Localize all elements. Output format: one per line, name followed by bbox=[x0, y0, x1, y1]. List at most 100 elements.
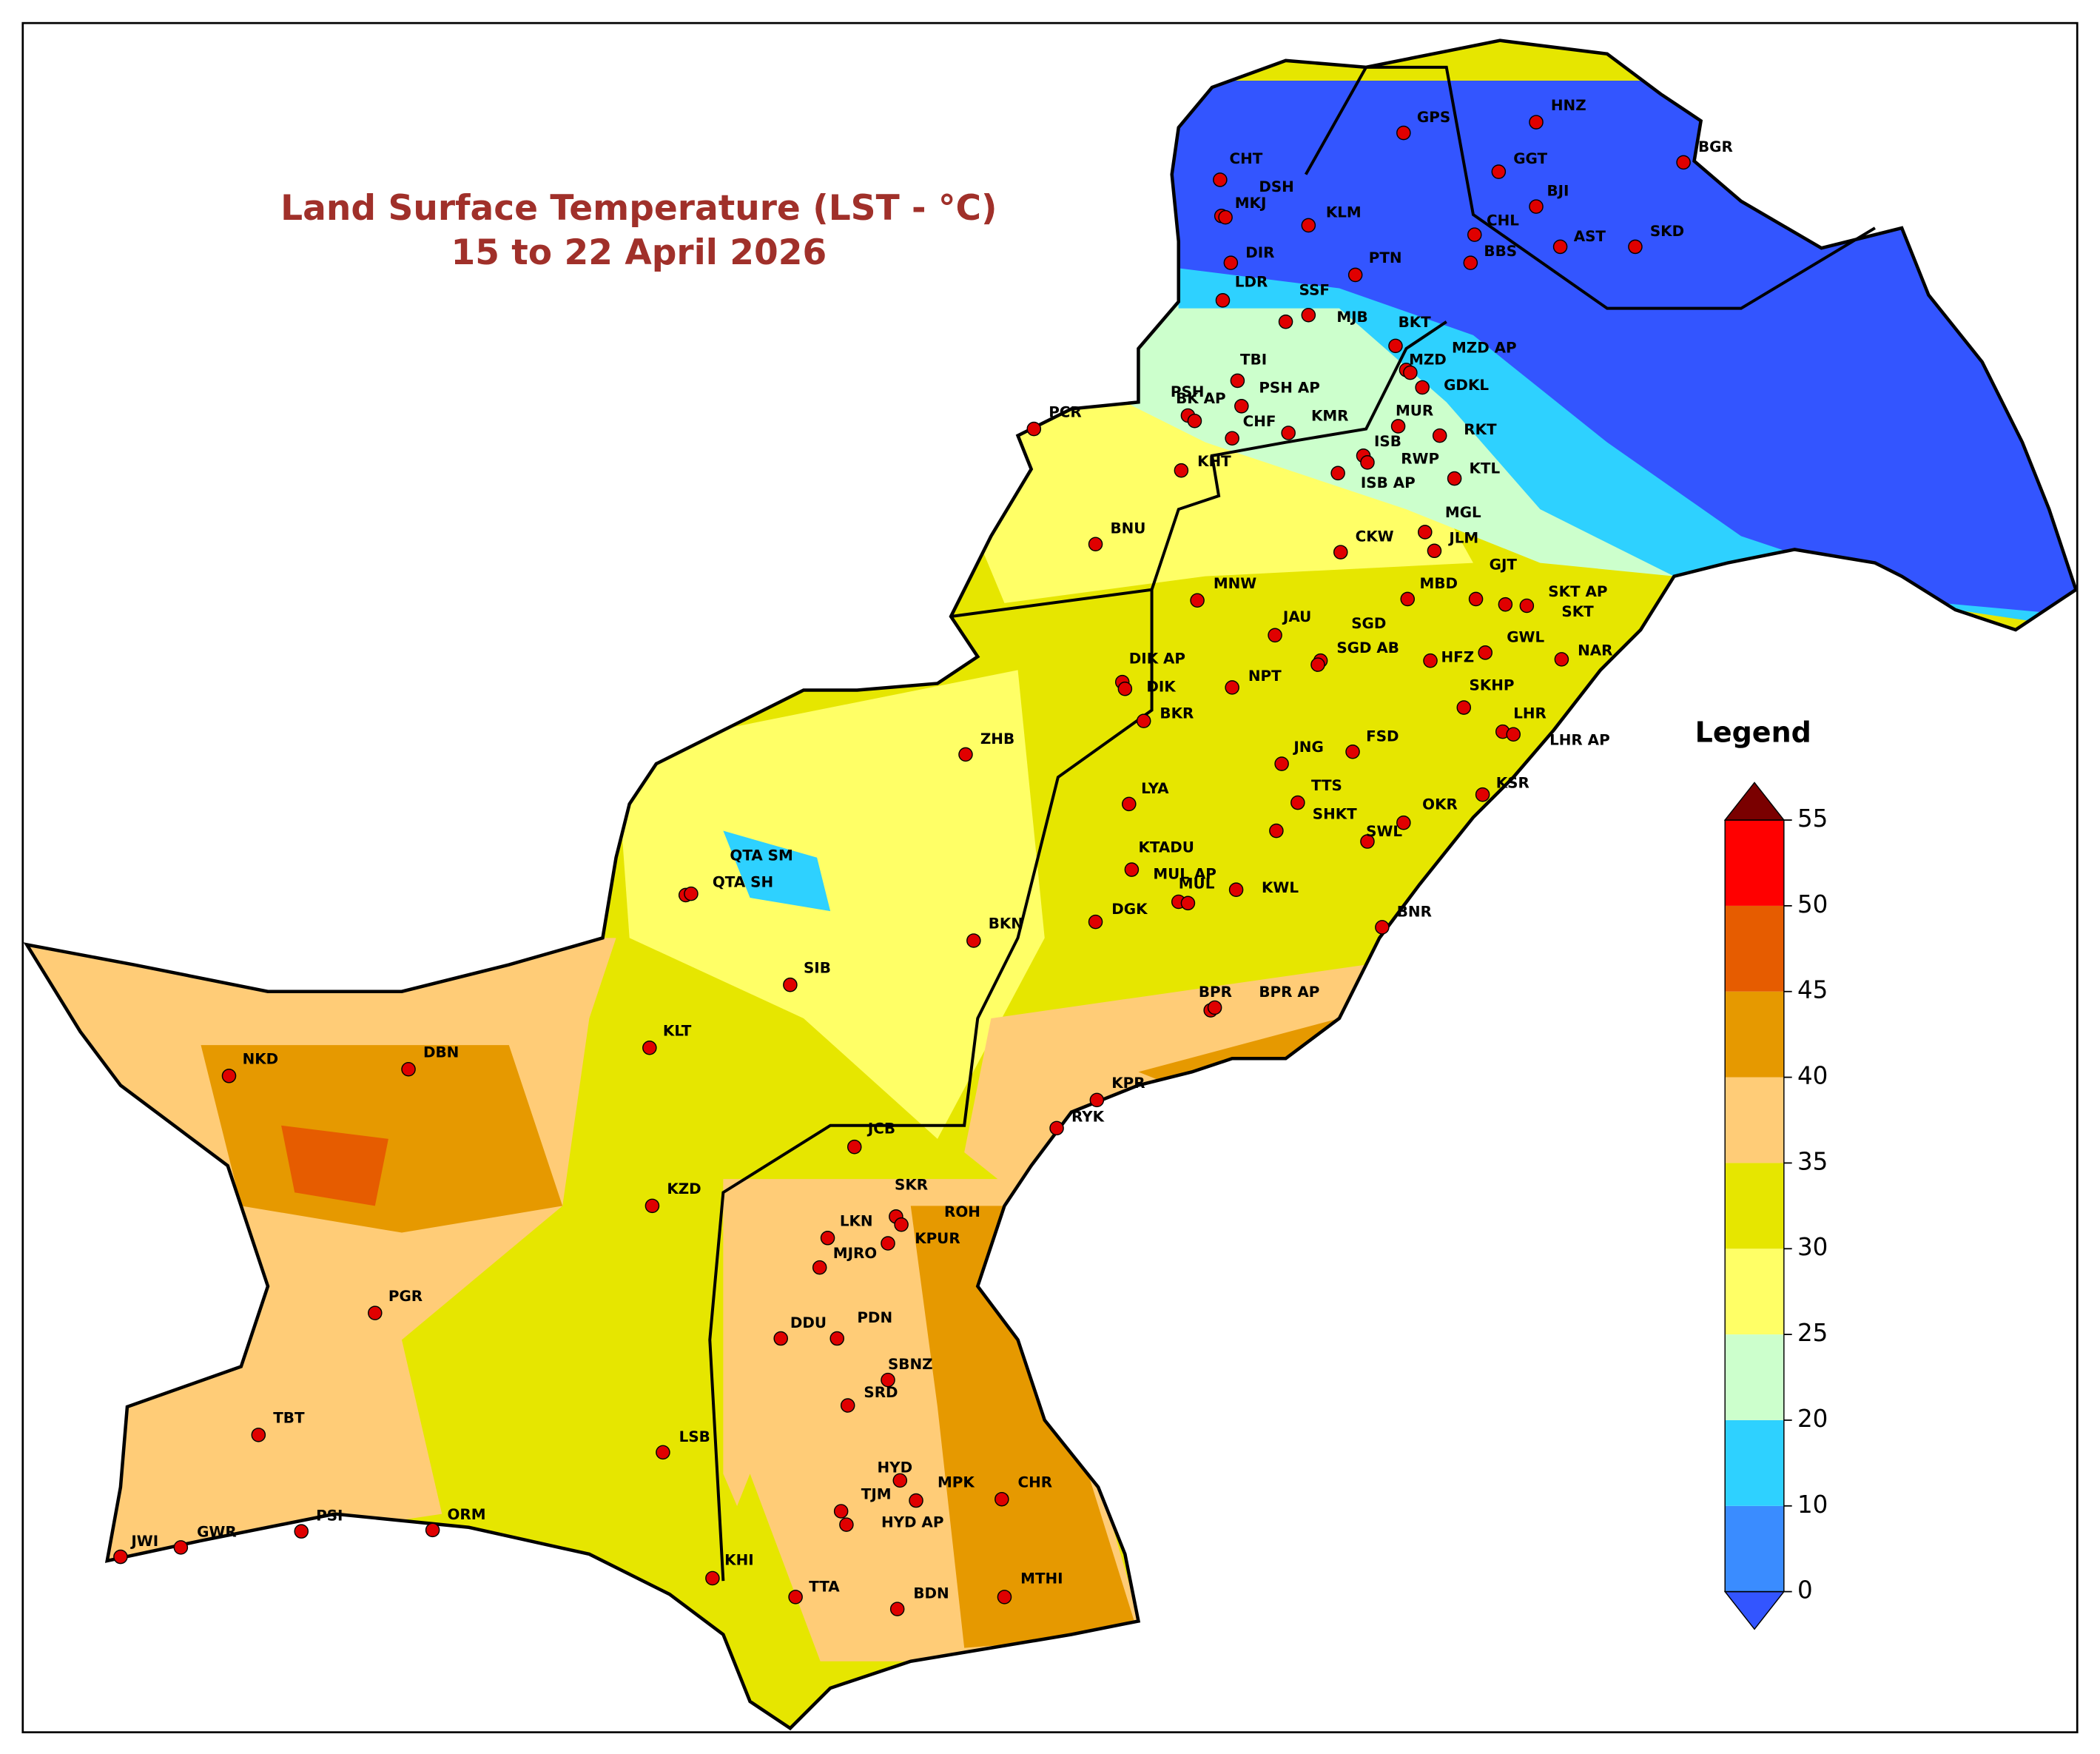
colorbar-under bbox=[1723, 1590, 1786, 1630]
station-marker bbox=[1390, 419, 1406, 434]
station-label: LKN bbox=[840, 1212, 873, 1229]
station-marker bbox=[1330, 466, 1345, 481]
station-label: LHR bbox=[1513, 705, 1547, 722]
station-label: JNG bbox=[1292, 739, 1323, 756]
station-label: HYD AP bbox=[881, 1514, 943, 1531]
station-label: HNZ bbox=[1551, 97, 1586, 114]
station-label: ZHB bbox=[980, 730, 1014, 747]
colorbar-tick-label: 55 bbox=[1797, 804, 1828, 833]
station-label: JAU bbox=[1282, 608, 1311, 625]
station-label: PCR bbox=[1049, 403, 1081, 420]
station-marker bbox=[1375, 920, 1390, 935]
station-marker bbox=[1124, 862, 1140, 877]
station-marker bbox=[1269, 823, 1284, 839]
station-label: DDU bbox=[790, 1314, 827, 1331]
station-marker bbox=[1506, 727, 1521, 742]
station-label: SKR bbox=[895, 1177, 928, 1194]
station-marker bbox=[1498, 597, 1513, 612]
station-marker bbox=[1447, 471, 1462, 486]
station-marker bbox=[1225, 431, 1239, 446]
colorbar-bin bbox=[1725, 1163, 1784, 1249]
station-marker bbox=[1180, 896, 1196, 911]
station-label: DSH bbox=[1259, 178, 1293, 195]
station-marker bbox=[1174, 463, 1189, 478]
station-label: BGR bbox=[1698, 138, 1733, 155]
station-marker bbox=[1088, 537, 1103, 552]
station-label: HFZ bbox=[1441, 649, 1475, 666]
station-marker bbox=[1396, 125, 1411, 141]
station-marker bbox=[889, 1602, 905, 1616]
station-marker bbox=[812, 1260, 827, 1275]
station-marker bbox=[1396, 815, 1411, 830]
colorbar-tick-label: 35 bbox=[1797, 1147, 1828, 1175]
station-marker bbox=[1215, 293, 1231, 308]
station-marker bbox=[1274, 756, 1289, 771]
station-label: DIR bbox=[1245, 244, 1274, 261]
colorbar-tick-label: 50 bbox=[1797, 890, 1828, 918]
station-label: KTL bbox=[1470, 460, 1501, 477]
station-marker bbox=[840, 1398, 855, 1413]
station-label: GDKL bbox=[1444, 377, 1489, 394]
station-label: KZD bbox=[667, 1180, 701, 1197]
station-label: GGT bbox=[1513, 150, 1547, 167]
colorbar-over bbox=[1723, 782, 1786, 821]
station-marker bbox=[995, 1491, 1009, 1507]
colorbar-tick-label: 0 bbox=[1797, 1576, 1813, 1605]
station-label: BPR AP bbox=[1259, 984, 1319, 1001]
map-subtitle: 15 to 22 April 2026 bbox=[451, 232, 827, 273]
colorbar-tick-label: 45 bbox=[1797, 976, 1828, 1004]
station-label: KPR bbox=[1111, 1075, 1145, 1092]
station-marker bbox=[839, 1517, 854, 1532]
station-label: MPK bbox=[938, 1474, 975, 1491]
stations: GPS HNZ BGR CHT GGT DSH BJI MKJ KLM CHL AST SKD BBS D… bbox=[113, 97, 1733, 1616]
station-marker bbox=[1467, 227, 1482, 242]
station-label: BDN bbox=[913, 1585, 949, 1602]
station-label: BKT bbox=[1399, 314, 1432, 331]
station-label: BBS bbox=[1484, 243, 1517, 260]
station-label: NKD bbox=[243, 1050, 279, 1067]
station-label: SKHP bbox=[1470, 677, 1515, 694]
colorbar-bin bbox=[1725, 1077, 1784, 1163]
station-marker bbox=[1213, 172, 1228, 187]
station-marker bbox=[1345, 744, 1360, 759]
station-marker bbox=[1418, 525, 1433, 540]
province-border bbox=[708, 588, 1154, 1582]
station-marker bbox=[1463, 255, 1478, 270]
station-label: TBT bbox=[273, 1410, 305, 1427]
province-border bbox=[1150, 320, 1447, 591]
colorbar-outline bbox=[1724, 819, 1785, 1593]
station-label: ISB bbox=[1374, 433, 1401, 450]
station-label: PSH AP bbox=[1259, 380, 1319, 397]
station-marker bbox=[1187, 413, 1202, 429]
station-label: SGD AB bbox=[1336, 639, 1399, 656]
station-label: MKJ bbox=[1235, 195, 1267, 212]
station-marker bbox=[1230, 373, 1245, 389]
station-label: MZD AP bbox=[1452, 339, 1517, 356]
station-marker bbox=[1225, 680, 1239, 695]
station-label: DIK AP bbox=[1129, 650, 1185, 667]
station-marker bbox=[642, 1040, 657, 1055]
station-label: BPR bbox=[1199, 984, 1232, 1001]
station-marker bbox=[401, 1061, 416, 1077]
province-border bbox=[1304, 65, 1876, 310]
station-marker bbox=[1089, 1092, 1105, 1108]
station-marker bbox=[881, 1372, 895, 1388]
station-label: PGR bbox=[388, 1288, 423, 1305]
station-label: BNR bbox=[1397, 903, 1432, 920]
station-marker bbox=[705, 1570, 720, 1586]
station-marker bbox=[1468, 591, 1484, 607]
station-label: HYD bbox=[878, 1459, 913, 1476]
station-marker bbox=[1218, 209, 1233, 225]
station-label: KSR bbox=[1496, 775, 1529, 792]
station-label: PSI bbox=[316, 1508, 343, 1525]
station-label: JCB bbox=[866, 1120, 895, 1138]
station-label: SWL bbox=[1366, 823, 1402, 840]
station-marker bbox=[645, 1198, 660, 1214]
station-label: BK AP bbox=[1176, 390, 1225, 407]
station-label: ORM bbox=[448, 1506, 486, 1523]
station-label: TBI bbox=[1240, 352, 1267, 369]
station-label: SGD bbox=[1351, 615, 1386, 632]
station-marker bbox=[1552, 239, 1568, 255]
